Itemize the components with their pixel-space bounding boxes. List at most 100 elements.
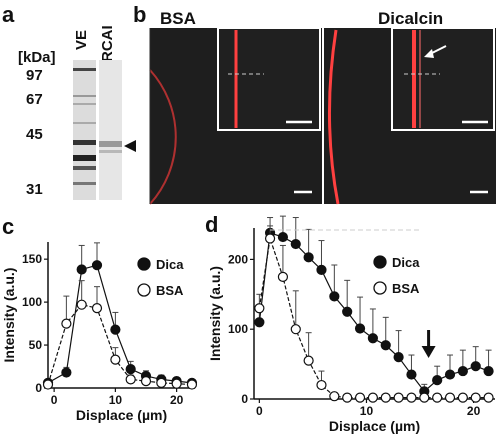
- chart-c: 0 10 20 0 50 100 150 Displace (µm) Intensity (a.…: [1, 242, 198, 423]
- bsa-data-point: [42, 379, 54, 390]
- dica-data-point: [483, 365, 494, 377]
- dica-series-line: [258, 232, 489, 393]
- legend-marker-bsa: [137, 283, 151, 297]
- dica-data-point: [290, 238, 301, 250]
- ve-band: [73, 122, 96, 124]
- kda-unit-label: [kDa]: [18, 49, 56, 66]
- dica-data-point: [354, 323, 366, 334]
- legend-label-dica: Dica: [156, 257, 184, 272]
- y-tick-label: 50: [29, 338, 43, 352]
- x-tick-label: 0: [256, 404, 263, 418]
- bsa-data-point: [367, 392, 378, 403]
- bsa-data-point: [316, 379, 327, 391]
- y-tick-label: 100: [22, 295, 42, 309]
- bsa-inset: [217, 27, 321, 131]
- marker-31: 31: [26, 181, 43, 198]
- bsa-data-point: [432, 392, 443, 403]
- ve-band: [73, 95, 96, 97]
- bsa-data-point: [277, 271, 289, 282]
- dica-data-point: [393, 352, 404, 363]
- bsa-data-point: [354, 392, 366, 403]
- lane-label-rcai: RCAI: [99, 25, 116, 62]
- ve-lane: [73, 60, 96, 200]
- bsa-data-point: [406, 392, 417, 403]
- bsa-data-point: [156, 377, 167, 388]
- dica-data-point: [457, 365, 468, 377]
- bsa-data-point: [186, 379, 198, 390]
- dica-data-point: [303, 252, 314, 263]
- x-tick-label: 10: [360, 404, 374, 418]
- bsa-data-point: [444, 392, 456, 403]
- bsa-data-point: [61, 318, 72, 329]
- legend-label-dica: Dica: [392, 255, 420, 270]
- bsa-membrane: [149, 69, 177, 205]
- panel-letter-b: b: [133, 2, 146, 27]
- x-axis-label: Displace (µm): [76, 407, 167, 423]
- down-arrow-head: [421, 346, 436, 358]
- legend-label-bsa: BSA: [392, 281, 420, 296]
- bsa-data-point: [91, 303, 103, 314]
- dicalcin-membrane: [328, 29, 340, 205]
- legend-marker-bsa: [373, 281, 387, 295]
- y-axis-label: Intensity (a.u.): [1, 268, 17, 363]
- dica-data-point: [316, 264, 327, 275]
- dica-data-point: [367, 333, 378, 344]
- bsa-data-point: [171, 378, 182, 389]
- bsa-data-point: [125, 374, 136, 385]
- arrowhead-icon: [124, 140, 136, 152]
- ve-band: [73, 103, 96, 105]
- bsa-data-point: [380, 392, 391, 403]
- panel-letter-d: d: [205, 212, 218, 237]
- bsa-data-point: [140, 376, 152, 387]
- dicalcin-image-label: Dicalcin: [378, 9, 443, 28]
- dica-data-point: [76, 264, 87, 275]
- x-tick-label: 20: [170, 393, 184, 407]
- bsa-data-point: [470, 392, 481, 403]
- dica-series-line: [47, 264, 193, 384]
- bsa-data-point: [419, 392, 430, 403]
- legend-label-bsa: BSA: [156, 283, 184, 298]
- rcai-band: [99, 141, 122, 147]
- dica-data-point: [380, 340, 391, 351]
- bsa-data-point: [76, 299, 87, 310]
- dica-data-point: [444, 369, 456, 380]
- bsa-data-point: [110, 354, 121, 365]
- dica-data-point: [277, 231, 289, 243]
- panel-letter-a: a: [2, 2, 15, 27]
- ve-band: [73, 182, 96, 185]
- bsa-data-point: [264, 233, 276, 244]
- rcai-band: [99, 150, 122, 153]
- panel-a-blot: [kDa] VE RCAI 97 67 45 31: [18, 25, 136, 200]
- y-tick-label: 150: [22, 252, 42, 266]
- bsa-data-point: [342, 392, 353, 403]
- bsa-series-line: [47, 304, 192, 386]
- marker-45: 45: [26, 126, 43, 143]
- dica-data-point: [470, 361, 481, 372]
- ve-band: [73, 166, 96, 170]
- dica-data-point: [61, 367, 72, 378]
- x-tick-label: 10: [109, 393, 123, 407]
- ve-band: [73, 155, 96, 161]
- lane-label-ve: VE: [73, 30, 90, 50]
- bsa-data-point: [457, 392, 468, 403]
- dica-data-point: [91, 260, 103, 271]
- y-tick-label: 200: [228, 252, 248, 266]
- bsa-data-point: [329, 391, 340, 402]
- dica-data-point: [110, 324, 121, 335]
- dicalcin-inset: [391, 27, 495, 131]
- bsa-image-label: BSA: [160, 9, 196, 28]
- dica-data-point: [125, 364, 136, 375]
- dica-data-point: [254, 317, 265, 328]
- x-tick-label: 0: [51, 393, 58, 407]
- x-tick-label: 20: [467, 404, 481, 418]
- marker-97: 97: [26, 67, 43, 84]
- dica-data-point: [342, 306, 353, 317]
- y-tick-label: 0: [241, 392, 248, 406]
- legend-marker-dica: [137, 257, 151, 271]
- ve-band: [73, 68, 96, 71]
- panel-b-images: BSA Dicalcin: [149, 9, 496, 205]
- marker-67: 67: [26, 91, 43, 108]
- y-tick-label: 100: [228, 322, 248, 336]
- dica-data-point: [329, 291, 340, 302]
